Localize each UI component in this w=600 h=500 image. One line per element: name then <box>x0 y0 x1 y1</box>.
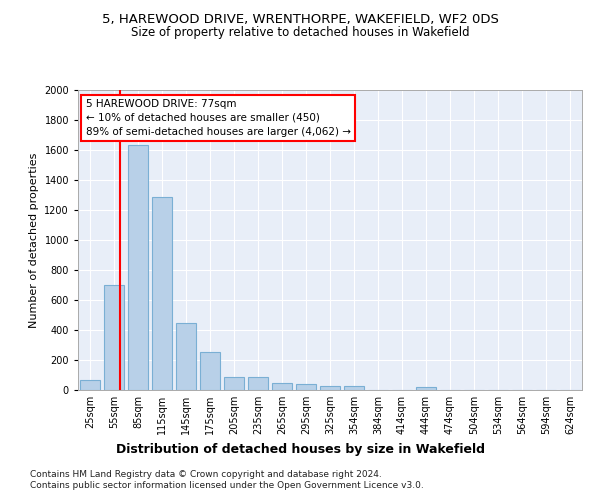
Bar <box>152 197 172 390</box>
Text: Distribution of detached houses by size in Wakefield: Distribution of detached houses by size … <box>115 442 485 456</box>
Bar <box>104 285 124 390</box>
Bar <box>296 384 316 390</box>
Text: 5 HAREWOOD DRIVE: 77sqm
← 10% of detached houses are smaller (450)
89% of semi-d: 5 HAREWOOD DRIVE: 77sqm ← 10% of detache… <box>86 99 350 137</box>
Y-axis label: Number of detached properties: Number of detached properties <box>29 152 39 328</box>
Text: Size of property relative to detached houses in Wakefield: Size of property relative to detached ho… <box>131 26 469 39</box>
Bar <box>248 376 268 390</box>
Bar <box>416 388 436 390</box>
Bar <box>200 352 220 390</box>
Bar <box>128 145 148 390</box>
Text: Contains HM Land Registry data © Crown copyright and database right 2024.: Contains HM Land Registry data © Crown c… <box>30 470 382 479</box>
Bar <box>80 380 100 390</box>
Text: Contains public sector information licensed under the Open Government Licence v3: Contains public sector information licen… <box>30 481 424 490</box>
Bar <box>224 376 244 390</box>
Bar <box>344 386 364 390</box>
Bar <box>320 386 340 390</box>
Bar <box>272 382 292 390</box>
Text: 5, HAREWOOD DRIVE, WRENTHORPE, WAKEFIELD, WF2 0DS: 5, HAREWOOD DRIVE, WRENTHORPE, WAKEFIELD… <box>101 12 499 26</box>
Bar <box>176 324 196 390</box>
